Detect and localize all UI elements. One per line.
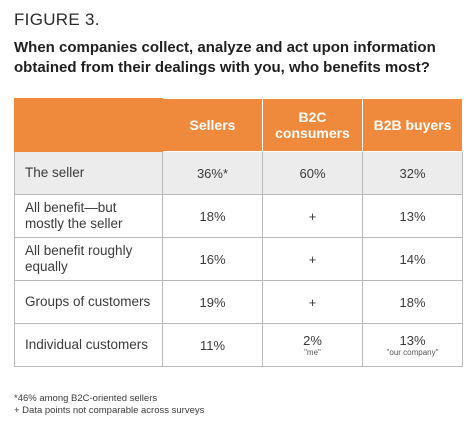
column-header-b2c-consumers: B2C consumers [262, 98, 363, 152]
cell-value: + [308, 294, 317, 310]
figure-label: FIGURE 3. [14, 10, 100, 29]
header-corner-cell [14, 98, 163, 152]
cell-value: 18% [399, 294, 426, 310]
data-cell: 18% [162, 194, 263, 238]
cell-value: 32% [399, 165, 426, 181]
data-cell: 14% [362, 237, 463, 281]
cell-value: 16% [199, 251, 226, 267]
table-row: All benefit roughly equally 16% +14% [14, 237, 463, 281]
footnote: + Data points not comparable across surv… [14, 405, 205, 416]
header-row: Sellers B2C consumers B2B buyers [14, 98, 463, 152]
cell-value: 18% [199, 208, 226, 224]
data-cell: 2% "me" [262, 323, 363, 367]
row-label: Individual customers [14, 323, 163, 367]
data-cell: 11% [162, 323, 263, 367]
figure-title: When companies collect, analyze and act … [14, 39, 436, 76]
cell-value: + [308, 251, 317, 267]
data-cell: + [262, 194, 363, 238]
cell-subnote: "our company" [386, 348, 439, 357]
results-table: Sellers B2C consumers B2B buyers The sel… [14, 98, 463, 367]
cell-value: 13% [399, 333, 426, 348]
table-body: The seller 36%* 60% 32% All benefit—but most… [14, 151, 463, 367]
row-label: Groups of customers [14, 280, 163, 324]
cell-value: 11% [199, 337, 226, 353]
column-header-sellers: Sellers [162, 98, 263, 152]
row-label: The seller [14, 151, 163, 195]
data-cell: 16% [162, 237, 263, 281]
cell-value: 2% [303, 333, 322, 348]
data-cell: 60% [262, 151, 363, 195]
table-row: Groups of customers 19% +18% [14, 280, 463, 324]
column-header-b2c-label: B2C consumers [275, 109, 350, 141]
cell-value: 13% [399, 208, 426, 224]
cell-value: 60% [299, 165, 326, 181]
data-cell: + [262, 237, 363, 281]
data-cell: 18% [362, 280, 463, 324]
cell-subnote: "me" [304, 348, 321, 357]
data-cell: + [262, 280, 363, 324]
data-cell: 32% [362, 151, 463, 195]
data-cell: 19% [162, 280, 263, 324]
cell-value: + [308, 208, 317, 224]
row-label: All benefit—but mostly the seller [14, 194, 163, 238]
cell-value: 36%* [196, 165, 229, 181]
table-row: All benefit—but mostly the seller 18% +13% [14, 194, 463, 238]
table-row: The seller 36%* 60% 32% [14, 151, 463, 195]
cell-value: 14% [399, 251, 426, 267]
footnote: *46% among B2C-oriented sellers [14, 393, 158, 404]
data-cell: 13% "our company" [362, 323, 463, 367]
footnotes: *46% among B2C-oriented sellers + Data p… [14, 393, 204, 417]
data-cell: 13% [362, 194, 463, 238]
column-header-b2b-buyers: B2B buyers [362, 98, 463, 152]
table-row: Individual customers 11% 2% "me" 13% "our com… [14, 323, 463, 367]
data-cell: 36%* [162, 151, 263, 195]
cell-value: 19% [199, 294, 226, 310]
row-label: All benefit roughly equally [14, 237, 163, 281]
